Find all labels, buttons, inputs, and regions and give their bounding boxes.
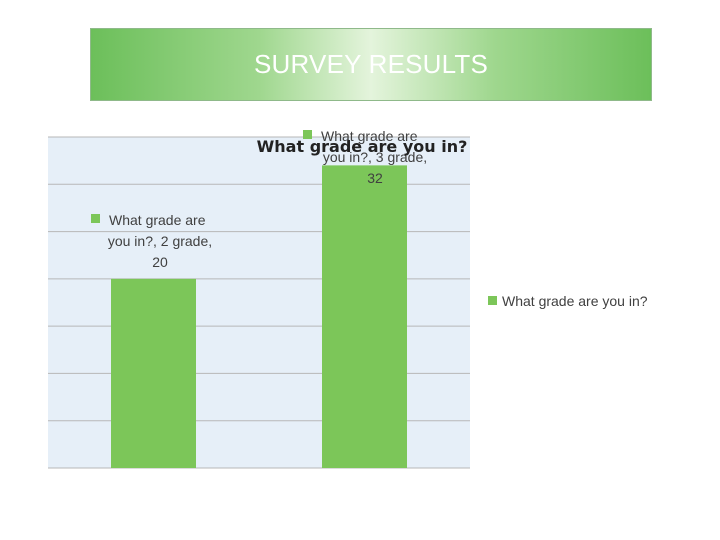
data-label-marker: [91, 214, 100, 223]
title-banner: SURVEY RESULTS: [90, 28, 652, 101]
chart-title: What grade are you in?: [257, 137, 468, 156]
data-label-text: What grade are: [321, 128, 418, 144]
legend-label: What grade are you in?: [502, 293, 648, 309]
data-label-text: 32: [367, 170, 383, 186]
data-label-text: 20: [152, 254, 168, 270]
data-label-text: What grade are: [109, 212, 206, 228]
legend-marker: [488, 296, 497, 305]
data-label-marker: [303, 130, 312, 139]
data-label-text: you in?, 2 grade,: [108, 233, 212, 249]
bar-3-grade: [322, 165, 407, 468]
bar-2-grade: [111, 278, 196, 468]
data-label-text: you in?, 3 grade,: [323, 149, 427, 165]
slide-title: SURVEY RESULTS: [254, 49, 488, 79]
